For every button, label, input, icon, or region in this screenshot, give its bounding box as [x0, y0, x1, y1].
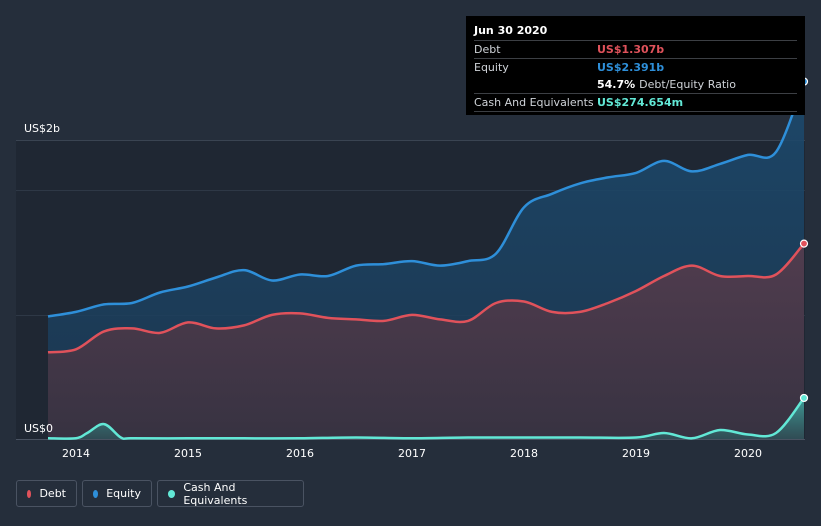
x-axis-ticks: 2014 2015 2016 2017 2018 2019 2020 — [62, 447, 762, 460]
tooltip-debt-value: US$1.307b — [597, 43, 665, 56]
x-tick-label: 2020 — [734, 447, 762, 460]
cash-dot-icon — [168, 489, 176, 498]
x-tick-label: 2018 — [510, 447, 538, 460]
tooltip-debt-label: Debt — [474, 43, 501, 56]
tooltip-row-debt: Debt US$1.307b — [474, 40, 797, 58]
debt-area — [48, 243, 804, 439]
debt-endpoint[interactable] — [799, 239, 809, 248]
x-tick-label: 2015 — [174, 447, 202, 460]
equity-dot-icon — [93, 489, 99, 498]
legend-equity-label: Equity — [106, 487, 141, 500]
x-tick-label: 2017 — [398, 447, 426, 460]
legend-item-debt[interactable]: Debt — [16, 480, 77, 507]
series-lines — [47, 81, 806, 441]
tooltip-row-equity: Equity US$2.391b — [474, 58, 797, 76]
legend-debt-label: Debt — [39, 487, 66, 500]
x-tick-label: 2016 — [286, 447, 314, 460]
tooltip-equity-label: Equity — [474, 61, 509, 74]
tooltip-cash-value: US$274.654m — [597, 96, 684, 109]
legend-cash-label: Cash And Equivalents — [183, 480, 248, 507]
legend-item-equity[interactable]: Equity — [82, 480, 152, 507]
tooltip-date: Jun 30 2020 — [474, 24, 548, 37]
tooltip: Jun 30 2020 Debt US$1.307b Equity US$2.3… — [466, 16, 805, 115]
series-areas — [48, 81, 804, 439]
debt-dot-icon — [27, 489, 32, 498]
y-label-top: US$2b — [24, 122, 60, 135]
tooltip-ratio-value: 54.7% — [597, 78, 636, 91]
legend-item-cash[interactable]: Cash And Equivalents — [157, 480, 304, 507]
tooltip-equity-value: US$2.391b — [597, 61, 665, 74]
tooltip-row-ratio: 54.7% Debt/Equity Ratio — [474, 76, 797, 93]
cash-line — [47, 397, 805, 441]
x-tick-label: 2019 — [622, 447, 650, 460]
x-tick-label: 2014 — [62, 447, 90, 460]
y-label-bottom: US$0 — [24, 422, 53, 435]
equity-line — [47, 81, 806, 318]
tooltip-cash-label: Cash And Equivalents — [474, 96, 594, 109]
tooltip-ratio-label: Debt/Equity Ratio — [639, 78, 736, 91]
tooltip-row-cash: Cash And Equivalents US$274.654m — [474, 93, 797, 111]
debt-line — [47, 242, 805, 354]
cash-area — [48, 397, 804, 439]
cash-endpoint[interactable] — [799, 393, 809, 403]
